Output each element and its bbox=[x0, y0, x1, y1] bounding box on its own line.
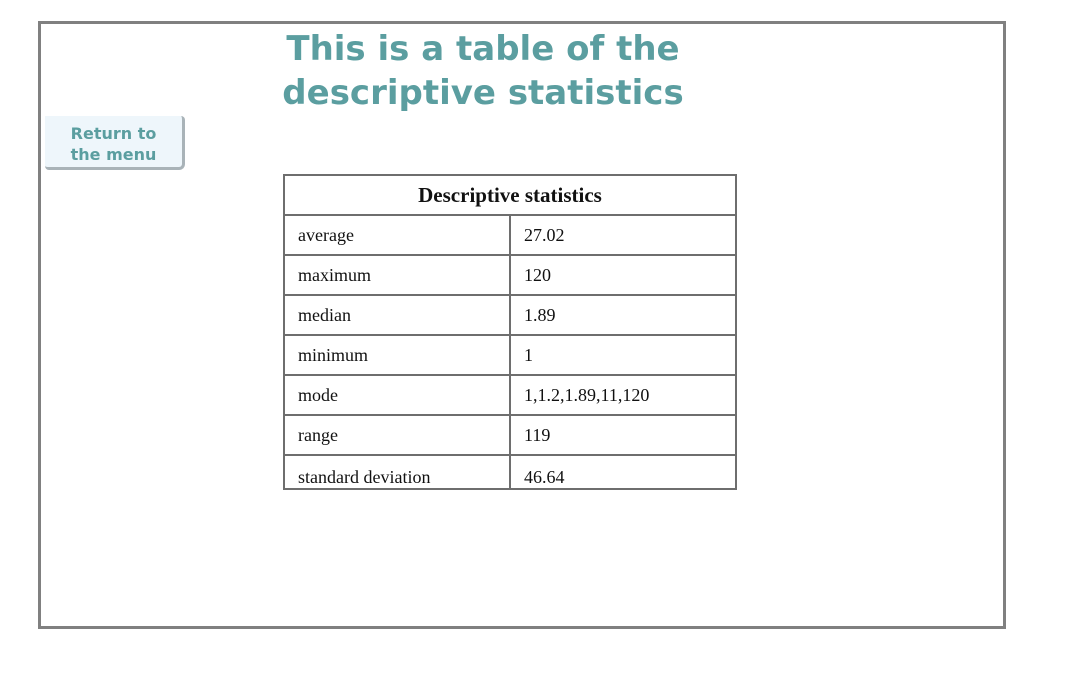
stat-value: 120 bbox=[509, 254, 737, 296]
return-to-menu-button[interactable]: Return to the menu bbox=[45, 116, 185, 170]
table-row: maximum 120 bbox=[283, 254, 737, 296]
return-to-menu-label-1: Return to bbox=[70, 124, 157, 143]
content-frame: This is a table of the descriptive stati… bbox=[38, 21, 1006, 629]
table-row: range 119 bbox=[283, 414, 737, 456]
table-row: median 1.89 bbox=[283, 294, 737, 336]
table-row: standard deviation 46.64 bbox=[283, 454, 737, 490]
descriptive-statistics-table: Descriptive statistics average 27.02 max… bbox=[283, 174, 737, 490]
stat-name: maximum bbox=[283, 254, 511, 296]
stat-name: median bbox=[283, 294, 511, 336]
stat-name: mode bbox=[283, 374, 511, 416]
table-row: average 27.02 bbox=[283, 214, 737, 256]
stat-value: 1.89 bbox=[509, 294, 737, 336]
stat-name: average bbox=[283, 214, 511, 256]
stat-value: 27.02 bbox=[509, 214, 737, 256]
table-header-row: Descriptive statistics bbox=[283, 174, 737, 216]
stat-name: range bbox=[283, 414, 511, 456]
stat-value: 46.64 bbox=[509, 454, 737, 490]
stat-name: standard deviation bbox=[283, 454, 511, 490]
table-row: mode 1,1.2,1.89,11,120 bbox=[283, 374, 737, 416]
stat-value: 119 bbox=[509, 414, 737, 456]
page-title-line-1: This is a table of the bbox=[286, 29, 680, 69]
table-header: Descriptive statistics bbox=[283, 174, 737, 216]
page-title: This is a table of the descriptive stati… bbox=[41, 27, 1003, 115]
stat-value: 1 bbox=[509, 334, 737, 376]
page-title-line-2: descriptive statistics bbox=[282, 73, 684, 113]
return-to-menu-label-2: the menu bbox=[70, 145, 157, 164]
stat-name: minimum bbox=[283, 334, 511, 376]
stat-value: 1,1.2,1.89,11,120 bbox=[509, 374, 737, 416]
table-row: minimum 1 bbox=[283, 334, 737, 376]
